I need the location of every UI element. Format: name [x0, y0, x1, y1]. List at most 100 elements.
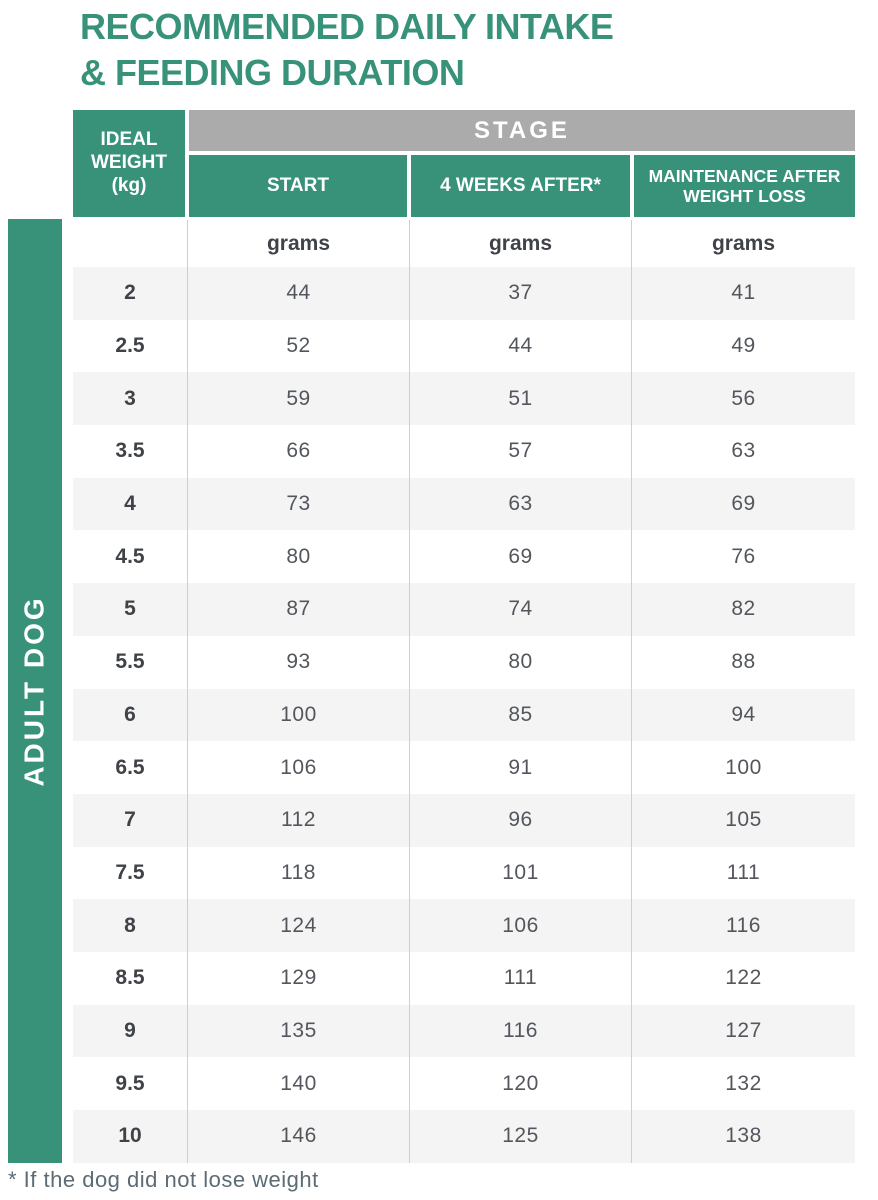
maintenance-grams-cell: 94 [631, 688, 855, 742]
ideal-weight-cell: 2.5 [115, 334, 145, 358]
ideal-weight-cell: 6.5 [115, 755, 145, 779]
ideal-weight-cell: 3 [124, 386, 136, 410]
maintenance-grams-cell: 127 [631, 1004, 855, 1058]
start-grams-cell: 59 [187, 372, 409, 426]
col-header-maintenance-after-weight-loss: MAINTENANCE AFTER WEIGHT LOSS [634, 155, 855, 217]
maintenance-grams-cell: 88 [631, 635, 855, 689]
table-row: 5 87 74 82 [73, 583, 855, 636]
4-weeks-after-grams-cell: 101 [409, 846, 631, 900]
maintenance-grams-cell: 49 [631, 319, 855, 373]
table-row: 4.5 80 69 76 [73, 530, 855, 584]
4-weeks-after-grams-cell: 63 [409, 477, 631, 531]
units-4-weeks-grams: grams [409, 220, 631, 267]
table-row: 4 73 63 69 [73, 477, 855, 531]
maintenance-grams-cell: 132 [631, 1057, 855, 1110]
4-weeks-after-grams-cell: 106 [409, 899, 631, 952]
4-weeks-after-grams-cell: 51 [409, 372, 631, 426]
stage-header: STAGE [189, 110, 855, 151]
ideal-weight-cell: 7 [124, 808, 136, 832]
units-row: grams grams grams [73, 220, 855, 267]
start-grams-cell: 87 [187, 583, 409, 636]
col-header-4-weeks-after: 4 WEEKS AFTER* [411, 155, 630, 217]
ideal-weight-header: IDEAL WEIGHT (kg) [73, 110, 185, 217]
start-grams-cell: 52 [187, 319, 409, 373]
ideal-weight-cell: 10 [118, 1124, 142, 1148]
4-weeks-after-grams-cell: 91 [409, 741, 631, 794]
table-row: 3.5 66 57 63 [73, 425, 855, 478]
ideal-weight-cell: 6 [124, 702, 136, 726]
maintenance-grams-cell: 105 [631, 793, 855, 847]
maintenance-grams-cell: 100 [631, 741, 855, 794]
start-grams-cell: 80 [187, 530, 409, 584]
maintenance-grams-cell: 69 [631, 477, 855, 531]
start-grams-cell: 112 [187, 793, 409, 847]
table-header: IDEAL WEIGHT (kg) STAGE START 4 WEEKS AF… [73, 110, 855, 217]
maintenance-grams-cell: 63 [631, 425, 855, 478]
maintenance-grams-cell: 122 [631, 951, 855, 1005]
4-weeks-after-grams-cell: 116 [409, 1004, 631, 1058]
table-row: 6.5 106 91 100 [73, 741, 855, 794]
table-row: 8 124 106 116 [73, 899, 855, 952]
col-header-start: START [189, 155, 407, 217]
maintenance-grams-cell: 41 [631, 267, 855, 320]
maintenance-grams-cell: 138 [631, 1110, 855, 1163]
ideal-weight-cell: 8 [124, 913, 136, 937]
table-row: 2 44 37 41 [73, 267, 855, 320]
adult-dog-band: ADULT DOG [8, 219, 62, 1163]
feeding-table: IDEAL WEIGHT (kg) STAGE START 4 WEEKS AF… [73, 110, 855, 1163]
table-row: 10 146 125 138 [73, 1110, 855, 1163]
table-row: 9 135 116 127 [73, 1004, 855, 1058]
start-grams-cell: 66 [187, 425, 409, 478]
4-weeks-after-grams-cell: 69 [409, 530, 631, 584]
ideal-weight-cell: 2 [124, 281, 136, 305]
page-title-line2: & FEEDING DURATION [80, 51, 465, 93]
4-weeks-after-grams-cell: 120 [409, 1057, 631, 1110]
ideal-weight-cell: 4.5 [115, 544, 145, 568]
maintenance-grams-cell: 116 [631, 899, 855, 952]
start-grams-cell: 124 [187, 899, 409, 952]
footnote: * If the dog did not lose weight [8, 1167, 319, 1192]
start-grams-cell: 100 [187, 688, 409, 742]
table-row: 9.5 140 120 132 [73, 1057, 855, 1110]
units-row-empty-cell [73, 220, 187, 267]
ideal-weight-cell: 5.5 [115, 650, 145, 674]
start-grams-cell: 118 [187, 846, 409, 900]
4-weeks-after-grams-cell: 74 [409, 583, 631, 636]
table-body: grams grams grams 2 44 37 41 2.5 52 44 4… [73, 220, 855, 1163]
ideal-weight-cell: 7.5 [115, 860, 145, 884]
4-weeks-after-grams-cell: 80 [409, 635, 631, 689]
adult-dog-label: ADULT DOG [19, 595, 51, 787]
ideal-weight-cell: 9.5 [115, 1071, 145, 1095]
units-start-grams: grams [187, 220, 409, 267]
start-grams-cell: 73 [187, 477, 409, 531]
4-weeks-after-grams-cell: 125 [409, 1110, 631, 1163]
table-row: 6 100 85 94 [73, 688, 855, 742]
table-row: 5.5 93 80 88 [73, 635, 855, 689]
start-grams-cell: 140 [187, 1057, 409, 1110]
4-weeks-after-grams-cell: 44 [409, 319, 631, 373]
start-grams-cell: 93 [187, 635, 409, 689]
start-grams-cell: 44 [187, 267, 409, 320]
ideal-weight-cell: 5 [124, 597, 136, 621]
4-weeks-after-grams-cell: 96 [409, 793, 631, 847]
table-row: 8.5 129 111 122 [73, 951, 855, 1005]
start-grams-cell: 135 [187, 1004, 409, 1058]
units-maintenance-grams: grams [631, 220, 855, 267]
maintenance-grams-cell: 111 [631, 846, 855, 900]
start-grams-cell: 129 [187, 951, 409, 1005]
table-row: 2.5 52 44 49 [73, 319, 855, 373]
4-weeks-after-grams-cell: 37 [409, 267, 631, 320]
start-grams-cell: 146 [187, 1110, 409, 1163]
4-weeks-after-grams-cell: 111 [409, 951, 631, 1005]
table-row: 7 112 96 105 [73, 793, 855, 847]
start-grams-cell: 106 [187, 741, 409, 794]
4-weeks-after-grams-cell: 85 [409, 688, 631, 742]
maintenance-grams-cell: 76 [631, 530, 855, 584]
4-weeks-after-grams-cell: 57 [409, 425, 631, 478]
table-row: 3 59 51 56 [73, 372, 855, 426]
ideal-weight-cell: 8.5 [115, 966, 145, 990]
maintenance-grams-cell: 56 [631, 372, 855, 426]
page-title: RECOMMENDED DAILY INTAKE & FEEDING DURATI… [80, 4, 614, 95]
ideal-weight-cell: 4 [124, 492, 136, 516]
ideal-weight-cell: 3.5 [115, 439, 145, 463]
